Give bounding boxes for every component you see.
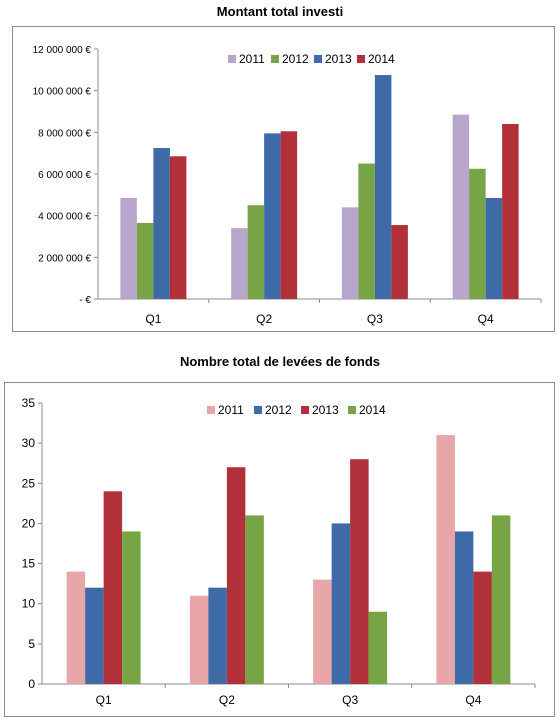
chart-2-bar-2013-Q2 <box>226 467 246 684</box>
chart-2-bar-2013-Q1 <box>103 491 123 684</box>
chart-1-legend-label: 2011 <box>239 52 265 66</box>
chart-2-bar-2011-Q2 <box>189 595 209 684</box>
chart-2-legend-label: 2011 <box>218 403 244 417</box>
chart-2-bar-2011-Q3 <box>313 579 332 684</box>
chart-1-y-tick-label: 10 000 000 € <box>33 87 92 98</box>
chart-2-legend-label: 2013 <box>312 403 339 417</box>
chart-1-bar-2014-Q3 <box>391 225 408 299</box>
chart-1-bar-2014-Q1 <box>169 156 187 299</box>
chart-1-bar-2012-Q3 <box>358 163 375 299</box>
chart-1-bar-2011-Q4 <box>452 114 470 299</box>
chart-1-bar-2013-Q3 <box>374 75 392 299</box>
chart-2-y-tick-label: 5 <box>28 637 35 651</box>
chart-2-x-tick-label: Q1 <box>96 693 112 707</box>
chart-2-bar-2012-Q2 <box>208 587 227 684</box>
chart-2-legend-swatch-2013 <box>301 406 309 414</box>
chart-1-bar-2012-Q4 <box>469 168 486 299</box>
chart-1-x-tick-label: Q3 <box>367 312 383 326</box>
chart-1-svg: - € 2 000 000 € 4 000 000 € 6 000 000 € 8 00… <box>33 45 542 326</box>
chart-1-y-tick-label: - € <box>79 295 91 306</box>
chart-1-legend-swatch-2014 <box>357 55 365 63</box>
chart-1-legend-swatch-2011 <box>228 55 236 63</box>
chart-2-svg: 0 5 10 15 20 25 30 35 Q1 Q2 Q3 Q4 2011 2012 2013 2014 <box>22 396 536 707</box>
chart-2-title: Nombre total de levées de fonds <box>179 354 381 369</box>
chart-2-y-tick-label: 30 <box>22 436 36 450</box>
chart-2-bar-2011-Q4 <box>436 435 455 684</box>
chart-1-x-tick-label: Q4 <box>478 312 494 326</box>
chart-1-legend-swatch-2012 <box>271 55 279 63</box>
chart-2-y-tick-label: 35 <box>22 396 36 410</box>
chart-1-bar-2011-Q1 <box>120 197 137 299</box>
chart-2-bar-2011-Q1 <box>66 571 86 684</box>
chart-1-frame: - € 2 000 000 € 4 000 000 € 6 000 000 € 8 00… <box>12 26 555 332</box>
chart-2-legend-label: 2014 <box>359 403 386 417</box>
chart-2-bar-2012-Q1 <box>85 587 104 684</box>
chart-1-y-tick-label: 12 000 000 € <box>33 45 92 56</box>
chart-2-x-tick-label: Q4 <box>465 693 481 707</box>
chart-1-legend-label: 2012 <box>282 52 309 66</box>
chart-2-legend-swatch-2011 <box>207 406 215 414</box>
chart-2-y-tick-label: 0 <box>28 677 35 691</box>
chart-2-bar-2014-Q3 <box>368 611 388 684</box>
chart-1-bar-2013-Q4 <box>485 197 503 299</box>
chart-2-bar-2014-Q1 <box>122 531 141 684</box>
chart-1-bar-2013-Q1 <box>153 147 170 299</box>
chart-2-y-tick-label: 15 <box>22 557 36 571</box>
chart-1-legend-label: 2014 <box>368 52 395 66</box>
chart-1-y-tick-label: 8 000 000 € <box>38 128 91 139</box>
chart-2-frame: 0 5 10 15 20 25 30 35 Q1 Q2 Q3 Q4 2011 2012 2013 2014 <box>4 382 555 717</box>
chart-1-bar-2012-Q1 <box>136 222 154 299</box>
chart-2-bar-2014-Q2 <box>245 515 264 684</box>
chart-2-bar-2013-Q3 <box>350 459 369 684</box>
chart-1-legend-label: 2013 <box>325 52 352 66</box>
chart-2-x-tick-label: Q3 <box>342 693 358 707</box>
chart-1-x-tick-label: Q1 <box>145 312 161 326</box>
chart-1-legend-swatch-2013 <box>314 55 322 63</box>
chart-1-bar-2014-Q4 <box>502 124 519 299</box>
chart-2-legend-label: 2012 <box>265 403 292 417</box>
chart-1-bar-2013-Q2 <box>264 133 281 299</box>
chart-2-y-tick-label: 25 <box>22 476 36 490</box>
chart-1-bar-2011-Q2 <box>231 228 248 299</box>
chart-2-bar-2012-Q3 <box>331 523 351 684</box>
chart-1-bar-2012-Q2 <box>247 205 265 299</box>
chart-2-bar-2013-Q4 <box>473 571 492 684</box>
chart-1-y-tick-label: 4 000 000 € <box>38 212 91 223</box>
chart-2-y-tick-label: 10 <box>22 597 36 611</box>
chart-2-legend-swatch-2012 <box>254 406 262 414</box>
chart-1-title: Montant total investi <box>216 4 344 19</box>
chart-1-bar-2014-Q2 <box>280 131 298 299</box>
chart-2-y-tick-label: 20 <box>22 516 36 530</box>
chart-1-bar-2011-Q3 <box>341 207 359 299</box>
chart-2-bar-2012-Q4 <box>454 531 474 684</box>
chart-2-legend-swatch-2014 <box>348 406 356 414</box>
chart-2-bar-2014-Q4 <box>491 515 511 684</box>
chart-1-y-tick-label: 2 000 000 € <box>38 253 91 264</box>
chart-1-x-tick-label: Q2 <box>256 312 272 326</box>
chart-1-y-tick-label: 6 000 000 € <box>38 170 91 181</box>
chart-2-x-tick-label: Q2 <box>219 693 235 707</box>
